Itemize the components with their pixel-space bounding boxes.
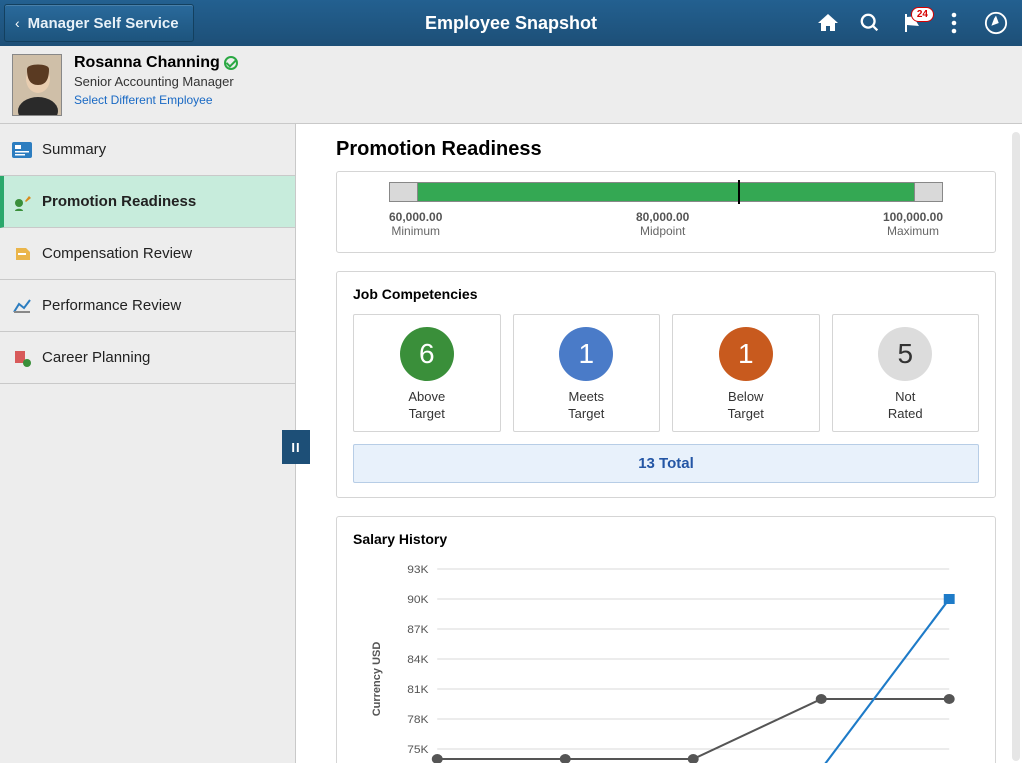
career-icon [12, 348, 32, 368]
sidebar-collapse-handle[interactable]: II [282, 430, 310, 464]
notification-badge: 24 [911, 7, 934, 22]
salary-history-panel: Salary History Currency USD 75K 78K 81K 84K… [336, 516, 996, 763]
sidebar-item-label: Career Planning [42, 349, 150, 366]
range-mid-label: Midpoint [636, 224, 689, 238]
main-content: Promotion Readiness 60,000.00 Minimum 80… [296, 124, 1022, 763]
competency-label: MeetsTarget [518, 389, 656, 423]
competency-card[interactable]: 5 NotRated [832, 314, 980, 432]
competency-value-circle: 6 [400, 327, 454, 381]
avatar [12, 54, 62, 116]
back-button[interactable]: ‹ Manager Self Service [4, 4, 194, 42]
range-mid-value: 80,000.00 [636, 210, 689, 224]
competency-card[interactable]: 6 AboveTarget [353, 314, 501, 432]
page-title: Promotion Readiness [336, 138, 996, 161]
page-banner-title: Employee Snapshot [425, 13, 597, 34]
salary-range-panel: 60,000.00 Minimum 80,000.00 Midpoint 100… [336, 171, 996, 253]
sidebar-item-label: Summary [42, 141, 106, 158]
range-max-value: 100,000.00 [883, 210, 943, 224]
sidebar-item-compensation-review[interactable]: Compensation Review [0, 228, 295, 280]
pause-icon: II [291, 440, 300, 455]
range-in-band [418, 183, 915, 201]
svg-text:87K: 87K [407, 624, 429, 635]
home-icon[interactable] [816, 11, 840, 35]
range-min-label: Minimum [389, 224, 442, 238]
sidebar-item-career-planning[interactable]: Career Planning [0, 332, 295, 384]
compass-icon[interactable] [984, 11, 1008, 35]
range-max-col: 100,000.00 Maximum [883, 210, 943, 238]
range-min-col: 60,000.00 Minimum [389, 210, 442, 238]
employee-header: Rosanna Channing Senior Accounting Manag… [0, 46, 1022, 124]
range-above-max [914, 183, 942, 201]
competency-card[interactable]: 1 BelowTarget [672, 314, 820, 432]
range-mid-col: 80,000.00 Midpoint [636, 210, 689, 238]
employee-name-row: Rosanna Channing [74, 54, 238, 72]
menu-icon[interactable] [942, 11, 966, 35]
sidebar-item-label: Performance Review [42, 297, 181, 314]
competencies-grid: 6 AboveTarget1 MeetsTarget1 BelowTarget5… [353, 314, 979, 432]
top-banner: ‹ Manager Self Service Employee Snapshot… [0, 0, 1022, 46]
sidebar-item-label: Compensation Review [42, 245, 192, 262]
compensation-icon [12, 244, 32, 264]
competency-label: NotRated [837, 389, 975, 423]
sidebar-item-label: Promotion Readiness [42, 193, 196, 210]
range-max-label: Maximum [883, 224, 943, 238]
select-different-employee-link[interactable]: Select Different Employee [74, 93, 213, 107]
scrollbar-track[interactable] [1012, 132, 1020, 761]
salary-history-title: Salary History [353, 531, 979, 547]
sidebar-item-promotion-readiness[interactable]: Promotion Readiness [0, 176, 295, 228]
competency-value-circle: 1 [719, 327, 773, 381]
competency-label: AboveTarget [358, 389, 496, 423]
sidebar: Summary Promotion Readiness Compensation… [0, 124, 296, 763]
range-below-min [390, 183, 418, 201]
svg-text:84K: 84K [407, 654, 429, 665]
svg-text:81K: 81K [407, 684, 429, 695]
competency-value-circle: 1 [559, 327, 613, 381]
employee-name: Rosanna Channing [74, 54, 220, 72]
salary-range-bar: 60,000.00 Minimum 80,000.00 Midpoint 100… [353, 178, 979, 238]
promotion-icon [12, 192, 32, 212]
competency-label: BelowTarget [677, 389, 815, 423]
sidebar-item-performance-review[interactable]: Performance Review [0, 280, 295, 332]
salary-history-chart: Currency USD 75K78K81K84K87K90K93K201320… [361, 559, 971, 763]
svg-text:93K: 93K [407, 564, 429, 575]
competency-value-circle: 5 [878, 327, 932, 381]
competencies-total[interactable]: 13 Total [353, 444, 979, 483]
summary-icon [12, 140, 32, 160]
svg-text:78K: 78K [407, 714, 429, 725]
flag-icon[interactable]: 24 [900, 11, 924, 35]
competencies-title: Job Competencies [353, 286, 979, 302]
job-competencies-panel: Job Competencies 6 AboveTarget1 MeetsTar… [336, 271, 996, 498]
competency-card[interactable]: 1 MeetsTarget [513, 314, 661, 432]
employee-title: Senior Accounting Manager [74, 74, 238, 89]
range-min-value: 60,000.00 [389, 210, 442, 224]
svg-text:75K: 75K [407, 744, 429, 755]
status-verified-icon [224, 56, 238, 70]
performance-icon [12, 296, 32, 316]
search-icon[interactable] [858, 11, 882, 35]
employee-info: Rosanna Channing Senior Accounting Manag… [74, 54, 238, 109]
banner-icon-group: 24 [816, 11, 1022, 35]
sidebar-item-summary[interactable]: Summary [0, 124, 295, 176]
back-button-label: Manager Self Service [28, 15, 179, 32]
range-current-marker [738, 180, 740, 204]
chart-y-axis-label: Currency USD [371, 641, 383, 716]
svg-text:90K: 90K [407, 594, 429, 605]
chevron-left-icon: ‹ [15, 15, 20, 31]
